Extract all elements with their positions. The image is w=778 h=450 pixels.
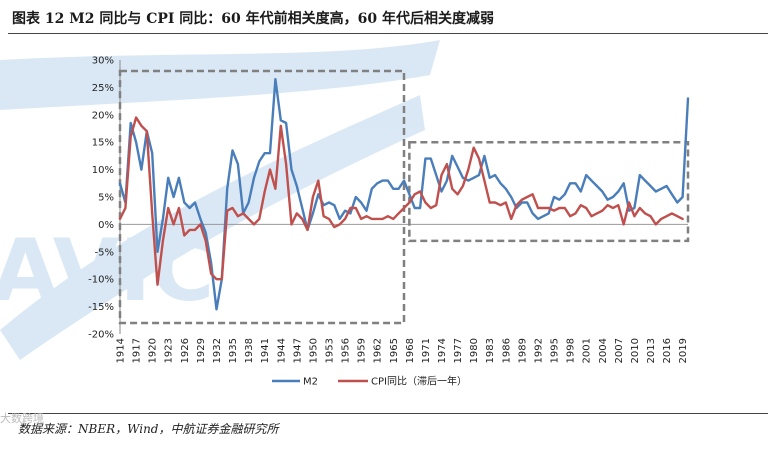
y-tick-label: 25% — [92, 83, 114, 94]
x-tick-label: 1926 — [180, 338, 191, 363]
x-tick-label: 1983 — [485, 338, 496, 363]
y-tick-label: 30% — [92, 56, 114, 67]
x-tick-label: 1968 — [405, 338, 416, 363]
x-tick-label: 1977 — [453, 338, 464, 363]
watermark-text: 大数跨境 — [0, 412, 44, 425]
avic-watermark-logo: AVIC — [0, 40, 440, 360]
x-tick-label: 1947 — [292, 338, 303, 363]
series-lines — [118, 77, 690, 311]
y-tick-label: 20% — [92, 110, 114, 121]
x-tick-label: 1941 — [260, 338, 271, 363]
x-tick-label: 1971 — [421, 338, 432, 363]
bottom-rule — [8, 413, 768, 414]
x-tick-label: 2007 — [614, 338, 625, 363]
x-tick-label: 1998 — [566, 338, 577, 363]
x-tick-label: 1920 — [148, 338, 159, 363]
x-tick-label: 1938 — [244, 338, 255, 363]
y-tick-label: 5% — [98, 193, 114, 204]
x-tick-label: 1959 — [357, 338, 368, 363]
x-tick-label: 2019 — [678, 338, 689, 363]
x-tick-label: 1956 — [341, 338, 352, 363]
chart-title: 图表 12 M2 同比与 CPI 同比：60 年代前相关度高，60 年代后相关度… — [12, 11, 495, 27]
x-tick-label: 1950 — [308, 338, 319, 363]
y-tick-label: 15% — [92, 138, 114, 149]
watermark-swoosh — [0, 40, 440, 110]
x-tick-label: 1992 — [533, 338, 544, 363]
x-tick-label: 1935 — [228, 338, 239, 363]
x-tick-label: 1974 — [437, 338, 448, 363]
x-tick-label: 1965 — [389, 338, 400, 363]
x-tick-label: 1944 — [276, 338, 287, 363]
x-tick-label: 2004 — [598, 338, 609, 363]
x-tick-label: 2013 — [646, 338, 657, 363]
x-tick-label: 1989 — [517, 338, 528, 363]
x-tick-label: 1923 — [164, 338, 175, 363]
x-tick-label: 1953 — [324, 338, 335, 363]
x-tick-label: 2016 — [662, 338, 673, 363]
watermark-letters: AVIC — [0, 221, 214, 321]
x-tick-label: 1932 — [212, 338, 223, 363]
y-tick-label: -10% — [88, 275, 114, 286]
y-tick-label: 0% — [98, 220, 114, 231]
x-tick-label: 2010 — [630, 338, 641, 363]
y-tick-label: -15% — [88, 302, 114, 313]
x-tick-label: 1986 — [501, 338, 512, 363]
pre-1960s-highlight-box — [118, 69, 406, 325]
legend-cpi-label: CPI同比（滞后一年） — [371, 375, 467, 388]
top-rule — [8, 33, 768, 34]
x-tick-label: 1929 — [196, 338, 207, 363]
x-tick-label: 1995 — [550, 338, 561, 363]
x-tick-label: 1962 — [373, 338, 384, 363]
m2-line — [118, 77, 690, 311]
y-tick-label: -5% — [95, 247, 114, 258]
x-tick-label: 1980 — [469, 338, 480, 363]
legend-m2-label: M2 — [303, 377, 318, 388]
cpi-line — [118, 116, 684, 286]
source-note: 数据来源：NBER，Wind，中航证券金融研究所 — [18, 422, 279, 436]
legend: M2 CPI同比（滞后一年） — [272, 375, 467, 388]
y-tick-label: 10% — [92, 165, 114, 176]
axes: -20% -15% -10% -5% 0% 5% 10% 15% 20% 25% 30% 1914 19… — [88, 56, 689, 364]
x-tick-label: 1914 — [116, 338, 127, 363]
y-tick-label: -20% — [88, 330, 114, 341]
watermark-arc — [0, 95, 425, 360]
chart: AVIC -20% -15% -10% -5% 0% 5% 10% 15% 20% 25% 30% 1… — [0, 40, 690, 388]
x-tick-label: 1917 — [132, 338, 143, 363]
x-tick-label: 2001 — [582, 338, 593, 363]
